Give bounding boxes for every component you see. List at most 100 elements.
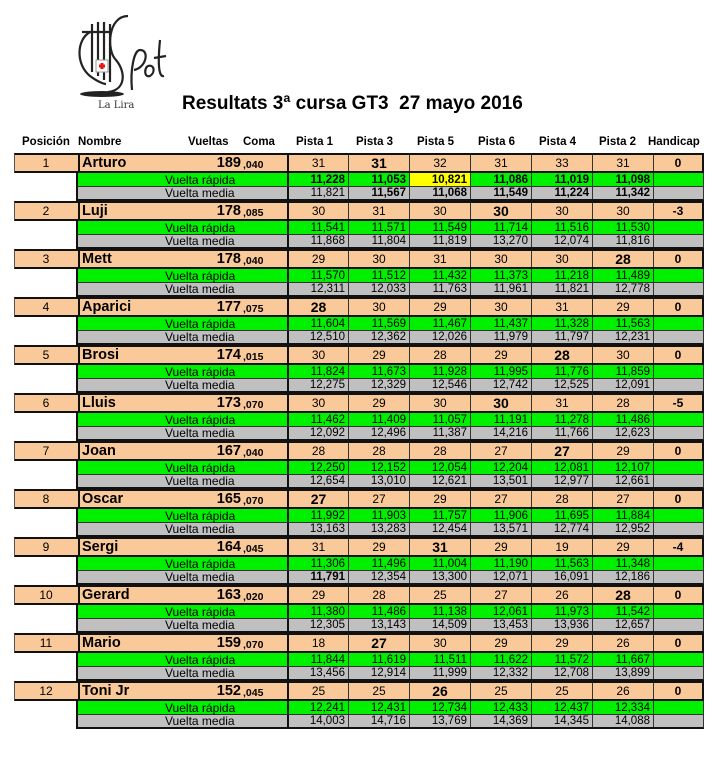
track-laps: 31 — [348, 203, 409, 219]
fast-lap-time: 11,496 — [348, 557, 409, 570]
fast-lap-time: 12,433 — [470, 701, 531, 714]
average-lap-time: 11,999 — [409, 667, 470, 679]
driver-name: Gerard — [78, 587, 228, 603]
total-laps: 167 — [216, 443, 241, 459]
fast-lap-row: Vuelta rápida 11,992 11,903 11,757 11,906 11,… — [76, 509, 704, 523]
driver-row: 9 Sergi 164,045 31 29 31 29 19 29 -4 — [14, 537, 704, 557]
average-lap-time: 12,977 — [531, 475, 592, 487]
track-laps: 29 — [348, 395, 409, 411]
results-table: 1 Arturo 189,040 31 31 32 31 33 31 0 Vuelta rápida… — [14, 153, 704, 729]
track-laps: 29 — [409, 491, 470, 507]
fast-lap-time: 11,695 — [531, 509, 592, 522]
fast-lap-time: 11,019 — [531, 173, 592, 186]
average-lap-time: 11,342 — [592, 187, 653, 199]
fast-lap-time: 11,462 — [287, 413, 348, 426]
track-laps: 26 — [592, 683, 653, 699]
fast-lap-time: 11,228 — [287, 173, 348, 186]
handicap-empty — [653, 427, 702, 439]
driver-block: 9 Sergi 164,045 31 29 31 29 19 29 -4 Vuelta rápida… — [14, 537, 704, 585]
average-lap-time: 14,369 — [470, 715, 531, 727]
handicap-empty — [653, 269, 702, 282]
track-laps: 30 — [470, 203, 531, 219]
col-header-nombre: Nombre — [78, 136, 122, 148]
average-lap-time: 11,791 — [287, 571, 348, 583]
average-lap-row: Vuelta media 12,305 13,143 14,509 13,453 13,9… — [76, 618, 704, 633]
fast-lap-time: 11,432 — [409, 269, 470, 282]
track-laps: 27 — [348, 635, 409, 651]
track-laps: 30 — [592, 203, 653, 219]
average-lap-time: 12,074 — [531, 235, 592, 247]
average-lap-time: 11,549 — [470, 187, 531, 199]
fast-lap-time: 11,278 — [531, 413, 592, 426]
fast-lap-time: 11,098 — [592, 173, 653, 186]
driver-block: 8 Oscar 165,070 27 27 29 27 28 27 0 Vuelta rápida 1… — [14, 489, 704, 537]
average-lap-time: 12,621 — [409, 475, 470, 487]
driver-row: 12 Toni Jr 152,045 25 25 26 25 25 26 0 — [14, 681, 704, 701]
col-header-handicap: Handicap — [648, 136, 700, 148]
fast-lap-time: 11,604 — [287, 317, 348, 330]
average-lap-time: 12,311 — [287, 283, 348, 295]
position: 9 — [42, 540, 50, 554]
track-laps: 31 — [287, 539, 348, 555]
fast-lap-label: Vuelta rápida — [165, 220, 236, 235]
fast-lap-time: 11,373 — [470, 269, 531, 282]
average-lap-time: 13,283 — [348, 523, 409, 535]
handicap-empty — [653, 331, 702, 343]
track-laps: 29 — [470, 635, 531, 651]
track-laps: 31 — [409, 251, 470, 267]
fast-lap-time: 11,572 — [531, 653, 592, 666]
driver-block: 12 Toni Jr 152,045 25 25 26 25 25 26 0 Vuelta rápi… — [14, 681, 704, 729]
track-laps: 26 — [409, 683, 470, 699]
track-laps: 28 — [348, 587, 409, 603]
handicap-empty — [653, 523, 702, 535]
average-lap-time: 12,275 — [287, 379, 348, 391]
average-lap-label: Vuelta media — [165, 234, 235, 248]
track-laps: 30 — [287, 203, 348, 219]
fast-lap-time: 11,486 — [348, 605, 409, 618]
handicap: 0 — [653, 635, 702, 651]
average-lap-time: 13,769 — [409, 715, 470, 727]
driver-name: Lluis — [78, 395, 228, 411]
svg-text:La Lira: La Lira — [98, 100, 134, 110]
average-lap-time: 12,496 — [348, 427, 409, 439]
lap-fraction: ,070 — [243, 398, 264, 411]
handicap-empty — [653, 365, 702, 378]
col-header-pista-4: Pista 4 — [539, 136, 577, 148]
handicap-empty — [653, 187, 702, 199]
average-lap-time: 11,979 — [470, 331, 531, 343]
handicap: 0 — [653, 299, 702, 315]
fast-lap-time: 11,776 — [531, 365, 592, 378]
fast-lap-time: 11,859 — [592, 365, 653, 378]
driver-block: 4 Aparici 177,075 28 30 29 30 31 29 0 Vuelta rápid… — [14, 297, 704, 345]
average-lap-time: 13,163 — [287, 523, 348, 535]
track-laps: 19 — [531, 539, 592, 555]
position: 6 — [42, 396, 50, 410]
track-laps: 29 — [287, 587, 348, 603]
fast-lap-time: 11,542 — [592, 605, 653, 618]
track-laps: 30 — [592, 347, 653, 363]
average-lap-row: Vuelta media 14,003 14,716 13,769 14,369 14,3… — [76, 714, 704, 729]
position: 8 — [42, 492, 50, 506]
driver-name: Luji — [78, 203, 228, 219]
fast-lap-row: Vuelta rápida 11,380 11,486 11,138 12,061 11,… — [76, 605, 704, 619]
track-laps: 30 — [348, 251, 409, 267]
average-lap-time: 12,708 — [531, 667, 592, 679]
track-laps: 30 — [409, 395, 470, 411]
col-header-pista-3: Pista 3 — [356, 136, 394, 148]
track-laps: 32 — [409, 155, 470, 171]
average-lap-time: 13,453 — [470, 619, 531, 631]
track-laps: 31 — [409, 539, 470, 555]
handicap-empty — [653, 379, 702, 391]
col-header-pista-6: Pista 6 — [478, 136, 516, 148]
total-laps: 178 — [216, 251, 241, 267]
average-lap-time: 12,033 — [348, 283, 409, 295]
fast-lap-label: Vuelta rápida — [165, 268, 236, 283]
track-laps: 26 — [592, 635, 653, 651]
fast-lap-time: 11,004 — [409, 557, 470, 570]
fast-lap-time: 11,973 — [531, 605, 592, 618]
fast-lap-time: 12,437 — [531, 701, 592, 714]
average-lap-time: 11,816 — [592, 235, 653, 247]
track-laps: 25 — [287, 683, 348, 699]
lap-fraction: ,040 — [243, 254, 264, 267]
total-laps: 152 — [216, 683, 241, 699]
